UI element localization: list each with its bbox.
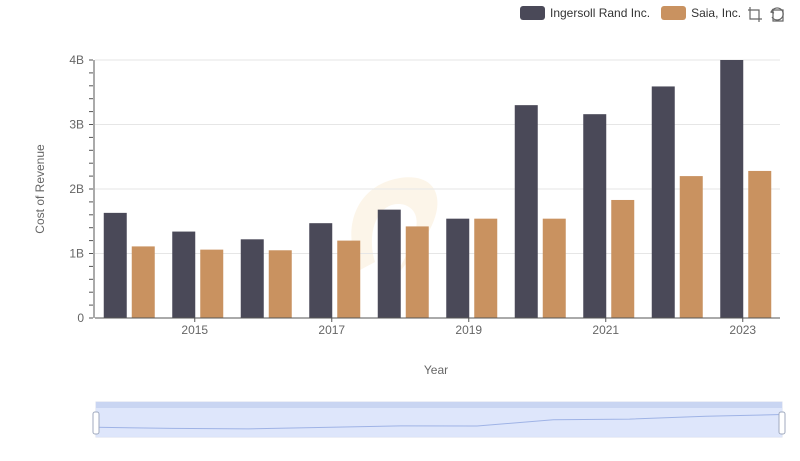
data-zoom-slider[interactable] [92,401,786,438]
bar-saia-2023[interactable] [748,170,772,318]
bar-saia-2015[interactable] [200,249,224,318]
bar-saia-2022[interactable] [679,176,703,318]
legend-label-saia: Saia, Inc. [691,6,742,20]
bar-ingersoll-2020[interactable] [514,105,538,319]
chart-toolbox [747,6,785,22]
bar-saia-2018[interactable] [405,226,429,318]
slider-handle-left[interactable] [92,411,100,435]
legend-swatch-saia [661,6,687,20]
y-tick-label: 4B [69,53,84,67]
x-tick-label: 2017 [318,323,345,337]
slider-handle-right[interactable] [778,411,786,435]
x-axis: 2015 2017 2019 2021 2023 [95,317,780,337]
x-tick-label: 2015 [181,323,208,337]
bar-saia-2014[interactable] [131,246,155,318]
bar-saia-2019[interactable] [474,218,498,318]
watermark-logo [351,177,438,285]
grid-lines [95,59,780,254]
slider-selection[interactable] [96,408,782,437]
bar-ingersoll-2023[interactable] [720,60,744,318]
y-tick-label: 2B [69,182,84,196]
bar-ingersoll-2017[interactable] [309,223,333,318]
bar-saia-2021[interactable] [611,199,635,318]
bar-saia-2017[interactable] [337,240,361,318]
bar-ingersoll-2014[interactable] [103,212,127,318]
bar-ingersoll-2021[interactable] [583,114,607,319]
zoom-select-icon[interactable] [747,6,763,22]
zoom-reset-icon[interactable] [769,6,785,22]
y-axis: 0 1B 2B 3B 4B [69,53,95,325]
legend-label-ingersoll: Ingersoll Rand Inc. [550,6,651,20]
x-axis-title: Year [424,363,448,377]
bars [103,60,772,319]
slider-preview-line [95,414,783,430]
legend-swatch-ingersoll [520,6,545,20]
slider-top-bar[interactable] [96,402,782,408]
x-tick-label: 2019 [455,323,482,337]
y-axis-title: Cost of Revenue [33,144,47,234]
bar-ingersoll-2018[interactable] [377,209,401,318]
legend-item-ingersoll[interactable]: Ingersoll Rand Inc. [520,6,650,20]
bar-ingersoll-2022[interactable] [651,86,675,318]
legend-item-saia[interactable]: Saia, Inc. [661,6,741,20]
bar-ingersoll-2015[interactable] [172,231,196,318]
legend: Ingersoll Rand Inc. Saia, Inc. [520,4,752,22]
y-tick-label: 1B [69,247,84,261]
bar-saia-2020[interactable] [542,218,566,318]
bar-ingersoll-2019[interactable] [446,218,470,318]
x-tick-label: 2021 [592,323,619,337]
bar-ingersoll-2016[interactable] [240,239,264,318]
x-tick-label: 2023 [729,323,756,337]
y-tick-label: 3B [69,118,84,132]
y-tick-label: 0 [77,311,84,325]
bar-saia-2016[interactable] [268,250,292,318]
